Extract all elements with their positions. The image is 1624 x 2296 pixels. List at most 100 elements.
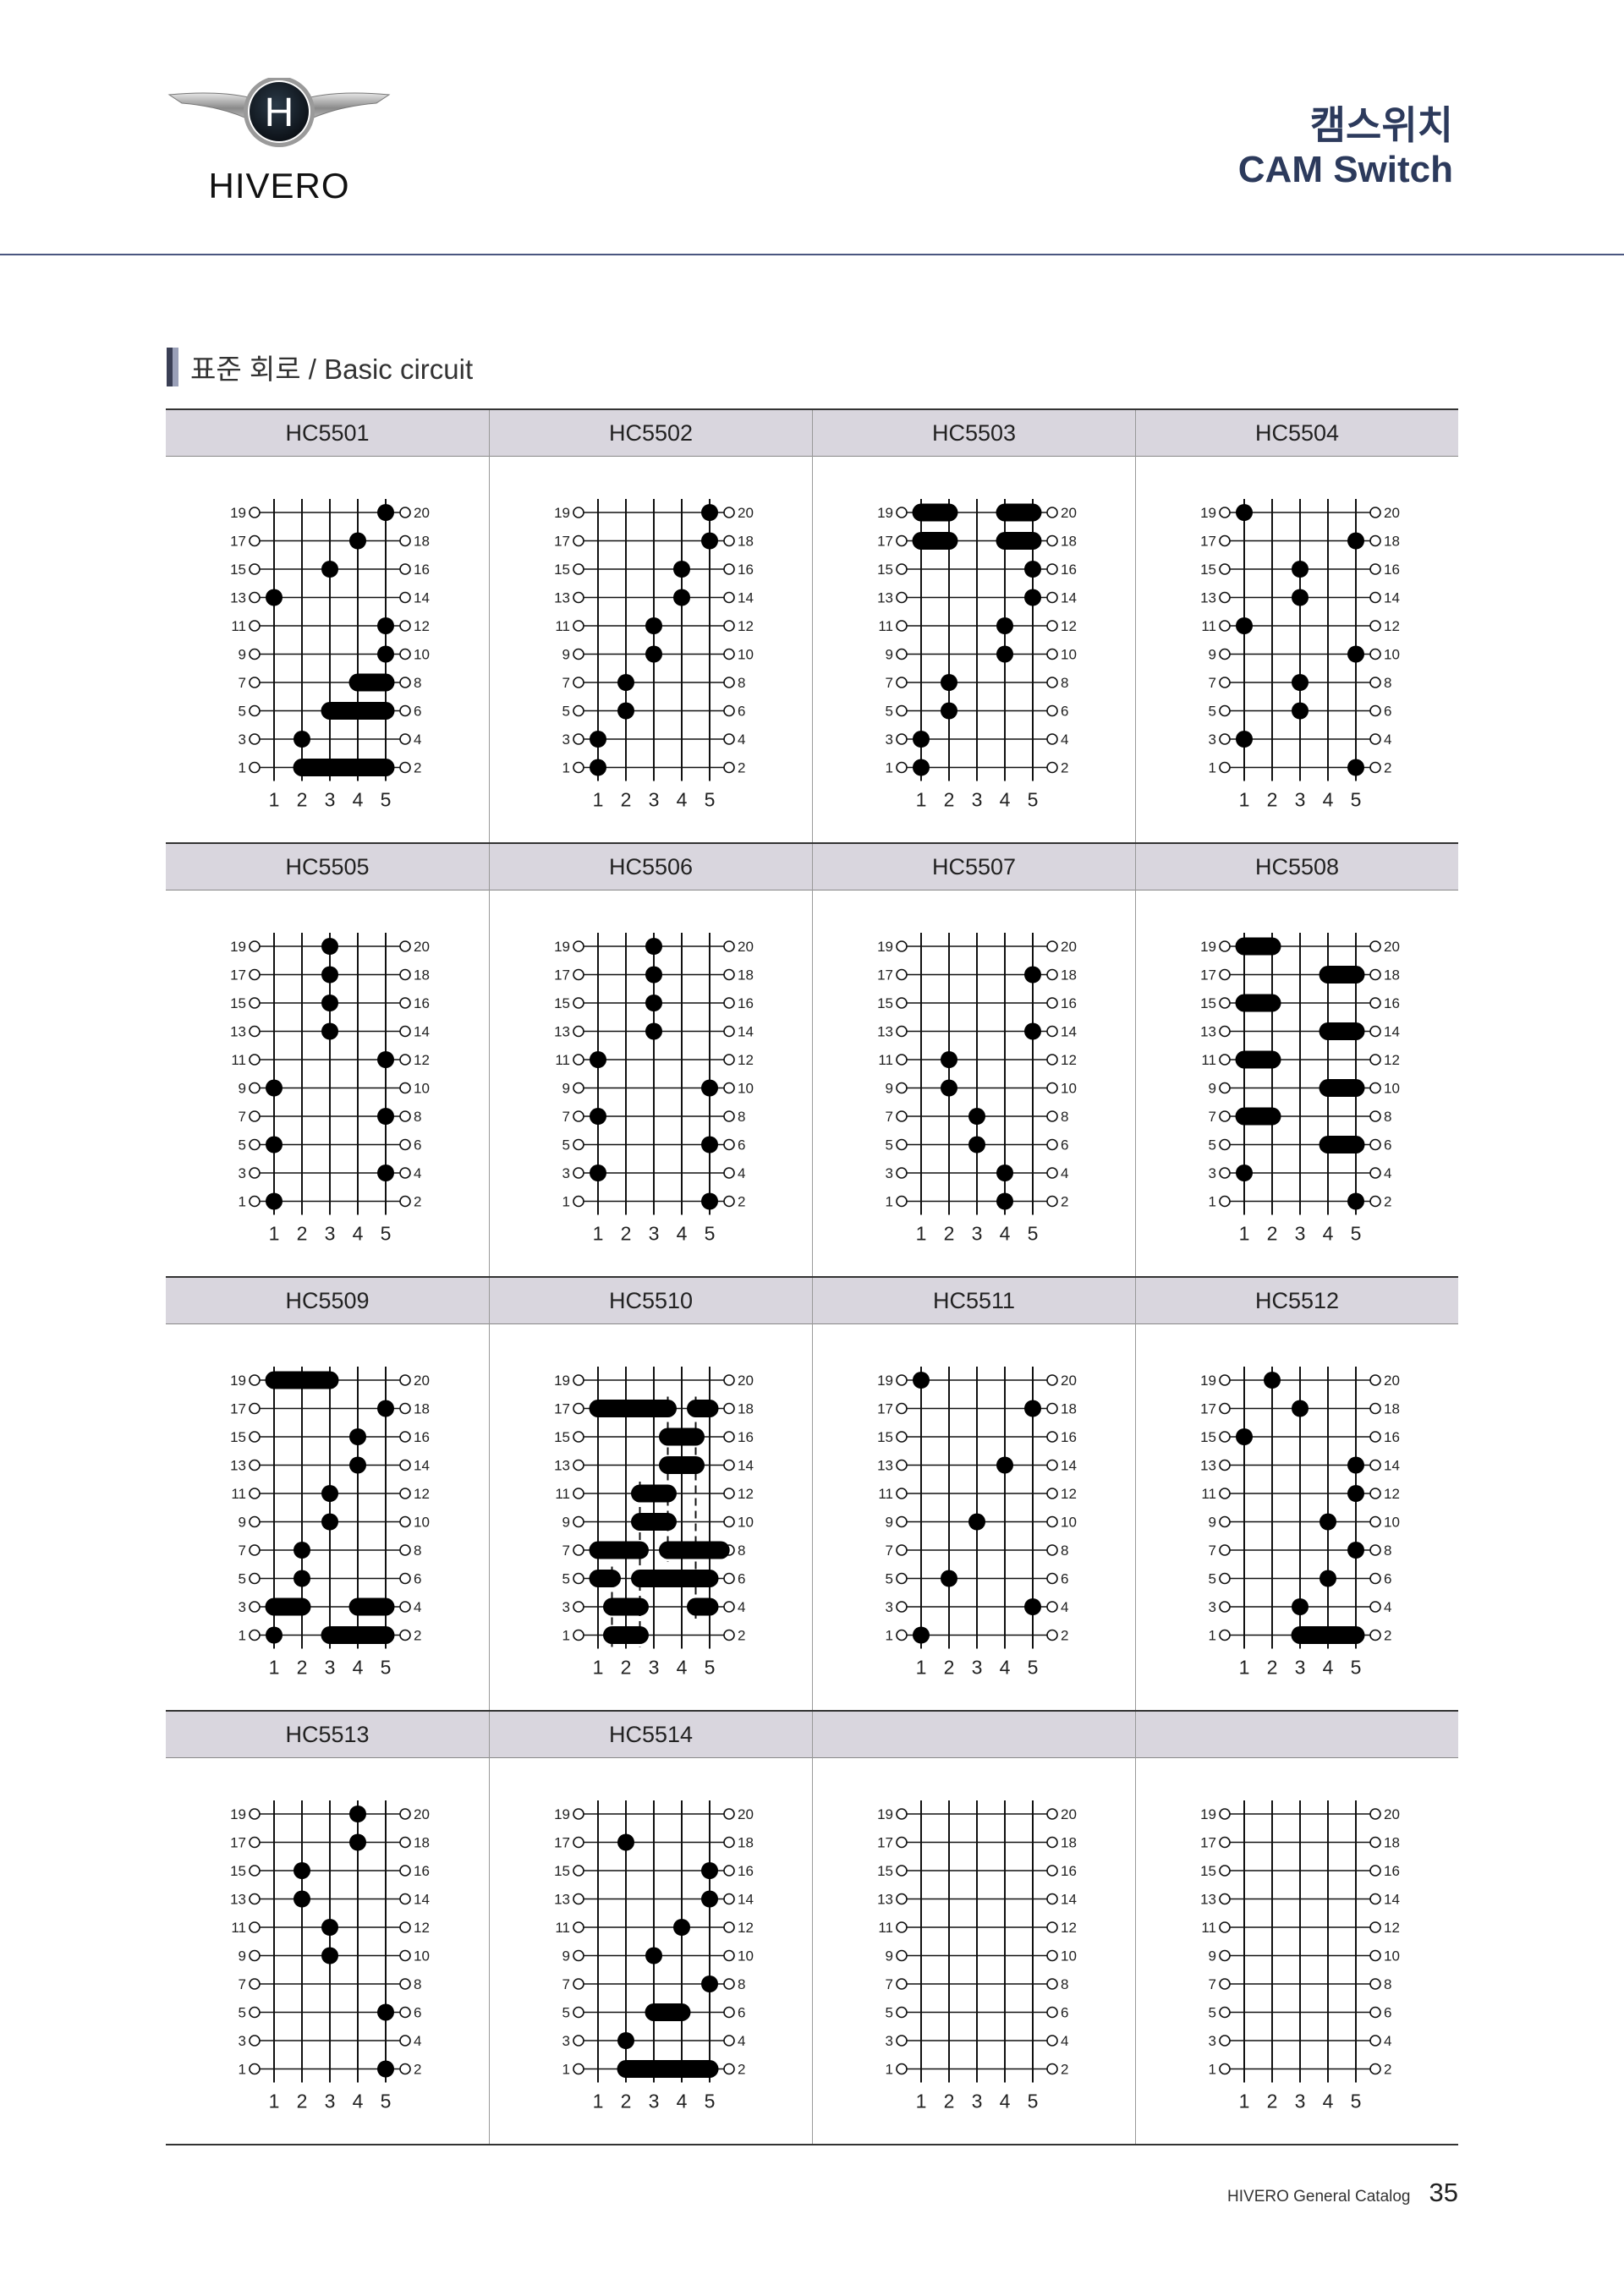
terminal-left — [1219, 677, 1231, 688]
terminal-label-right: 4 — [1384, 2033, 1391, 2049]
position-label: 5 — [381, 789, 392, 811]
terminal-label-left: 5 — [1209, 2005, 1216, 2021]
terminal-left — [573, 534, 584, 547]
terminal-right — [1046, 1110, 1058, 1122]
circuit-cell: HC5510 19 20 17 18 15 16 13 14 11 12 9 10 7 8 5 6 3 4 1 2 1 2 3… — [489, 1278, 812, 1710]
terminal-right — [1046, 1025, 1058, 1038]
terminal-label-right: 16 — [414, 995, 430, 1011]
contact-dot — [1024, 966, 1041, 984]
model-header: HC5512 — [1136, 1278, 1458, 1324]
position-label: 1 — [1239, 2091, 1250, 2112]
contact-dot — [1347, 759, 1364, 776]
contact-dot — [968, 1108, 985, 1125]
terminal-right — [399, 1138, 411, 1151]
terminal-label-right: 8 — [414, 1976, 421, 1992]
terminal-label-right: 16 — [738, 1863, 754, 1879]
contact-dot — [1347, 532, 1364, 550]
table-bottom-rule — [166, 2144, 1458, 2145]
terminal-label-left: 13 — [1200, 1458, 1216, 1474]
terminal-left — [1219, 1488, 1231, 1499]
terminal-label-left: 11 — [555, 1920, 570, 1936]
terminal-left — [249, 1110, 261, 1122]
terminal-right — [1369, 648, 1381, 660]
terminal-label-right: 16 — [414, 1429, 430, 1445]
contact-dot — [349, 1806, 366, 1822]
terminal-left — [573, 563, 584, 575]
terminal-label-right: 20 — [1061, 939, 1077, 955]
terminal-right — [399, 1808, 411, 1820]
terminal-label-left: 17 — [554, 534, 570, 550]
terminal-right — [723, 2006, 735, 2019]
position-label: 2 — [297, 789, 308, 811]
terminal-right — [723, 1921, 735, 1933]
terminal-label-right: 4 — [738, 2033, 745, 2049]
terminal-label-left: 17 — [877, 534, 893, 550]
terminal-right — [399, 1025, 411, 1038]
terminal-label-right: 12 — [738, 1052, 754, 1068]
terminal-label-right: 18 — [414, 1835, 430, 1851]
terminal-label-right: 8 — [1384, 1976, 1391, 1992]
terminal-right — [399, 704, 411, 717]
terminal-right — [399, 761, 411, 774]
contact-dot — [913, 731, 930, 748]
terminal-left — [573, 761, 584, 774]
terminal-left — [1219, 1054, 1231, 1066]
terminal-left — [1219, 534, 1231, 547]
position-label: 4 — [1000, 1223, 1011, 1245]
terminal-left — [1219, 1110, 1231, 1122]
contact-dot — [377, 617, 394, 634]
circuit-diagram: 19 20 17 18 15 16 13 14 11 12 9 10 7 8 5 6 3 4 1 2 1 2 3 4 5 — [166, 1758, 489, 2144]
terminal-label-right: 12 — [738, 1486, 754, 1502]
terminal-right — [1369, 1836, 1381, 1849]
terminal-left — [1219, 563, 1231, 575]
terminal-label-left: 7 — [562, 675, 570, 691]
contact-dot — [1024, 589, 1041, 606]
terminal-right — [723, 1374, 735, 1386]
terminal-label-left: 15 — [230, 995, 246, 1011]
circuit-diagram: 19 20 17 18 15 16 13 14 11 12 9 10 7 8 5 6 3 4 1 2 1 2 3 4 5 — [813, 1758, 1135, 2144]
terminal-label-right: 6 — [414, 1571, 421, 1587]
page-number: 35 — [1429, 2178, 1458, 2207]
terminal-left — [573, 1629, 584, 1641]
terminal-left — [896, 1978, 908, 1990]
position-label: 1 — [1239, 1657, 1250, 1679]
terminal-right — [399, 591, 411, 604]
contact-dot — [996, 617, 1013, 634]
terminal-label-left: 11 — [878, 618, 893, 634]
terminal-left — [249, 1572, 261, 1585]
terminal-label-left: 19 — [230, 1373, 246, 1389]
terminal-right — [723, 534, 735, 547]
terminal-label-right: 6 — [414, 704, 421, 720]
position-label: 4 — [1323, 789, 1334, 811]
terminal-left — [896, 968, 908, 981]
terminal-right — [1046, 940, 1058, 952]
terminal-right — [399, 1431, 411, 1443]
terminal-label-left: 13 — [554, 590, 570, 606]
contact-dot — [617, 1833, 634, 1851]
terminal-right — [1369, 1374, 1381, 1386]
terminal-left — [573, 2006, 584, 2019]
terminal-left — [249, 1515, 261, 1528]
terminal-label-right: 8 — [1061, 675, 1068, 691]
terminal-right — [1046, 704, 1058, 717]
terminal-left — [249, 1402, 261, 1415]
terminal-left — [896, 704, 908, 717]
position-label: 5 — [381, 2091, 392, 2112]
page-title-english: CAM Switch — [1237, 149, 1453, 190]
terminal-left — [896, 1601, 908, 1613]
terminal-left — [896, 563, 908, 575]
position-label: 5 — [1351, 1657, 1362, 1679]
contact-dot — [996, 645, 1013, 663]
contact-dot — [1347, 1456, 1364, 1474]
terminal-right — [1369, 1082, 1381, 1094]
terminal-right — [1369, 1431, 1381, 1443]
position-label: 4 — [353, 1657, 364, 1679]
position-label: 4 — [1323, 1657, 1334, 1679]
terminal-left — [896, 1808, 908, 1820]
terminal-label-right: 12 — [1384, 1486, 1400, 1502]
terminal-label-left: 9 — [1209, 1515, 1216, 1531]
terminal-left — [896, 591, 908, 604]
terminal-left — [249, 733, 261, 745]
contact-dot — [1236, 617, 1253, 634]
